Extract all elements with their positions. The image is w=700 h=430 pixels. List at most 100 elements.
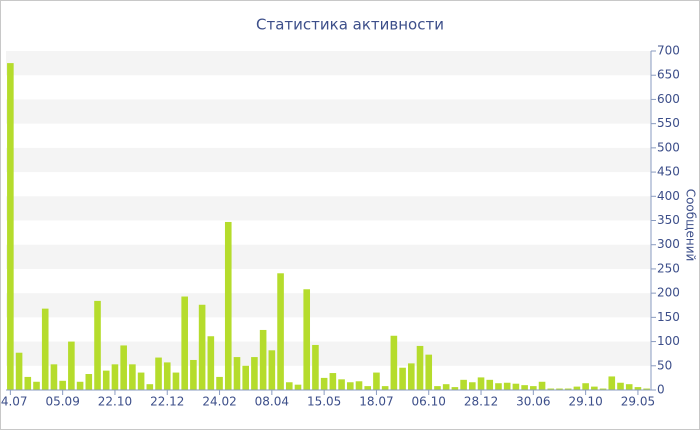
- bar: [608, 376, 616, 390]
- y-tick-label: 650: [657, 68, 680, 82]
- bar: [268, 350, 276, 390]
- bar: [408, 363, 415, 390]
- bar: [285, 382, 293, 390]
- bar: [146, 384, 154, 390]
- bar: [364, 386, 372, 390]
- y-tick-label: 200: [657, 286, 680, 300]
- bar: [224, 221, 232, 390]
- bar: [190, 359, 197, 390]
- bar: [41, 308, 49, 390]
- x-tick-label: 30.06: [516, 395, 550, 409]
- x-tick-label: 22.10: [98, 395, 132, 409]
- bar: [85, 374, 93, 390]
- y-tick-label: 550: [657, 116, 680, 130]
- y-tick-label: 250: [657, 261, 680, 275]
- x-tick-label: 24.02: [202, 395, 236, 409]
- x-tick-label: 08.04: [255, 395, 289, 409]
- bar: [564, 388, 572, 390]
- bar: [181, 296, 188, 390]
- grid-band: [6, 196, 651, 221]
- bar: [50, 364, 58, 390]
- bar: [643, 388, 650, 390]
- bar: [111, 364, 119, 390]
- bar: [425, 354, 433, 390]
- bar: [59, 380, 66, 390]
- y-tick-label: 300: [657, 237, 680, 251]
- x-tick-label: 22.12: [150, 395, 184, 409]
- bar: [346, 382, 354, 390]
- y-tick-label: 350: [657, 213, 680, 227]
- bar: [355, 381, 363, 390]
- bar: [434, 386, 441, 390]
- y-tick-label: 150: [657, 310, 680, 324]
- bar: [338, 379, 345, 390]
- bar: [216, 376, 223, 390]
- bar: [469, 382, 476, 390]
- bar: [477, 377, 485, 390]
- x-tick-label: 06.10: [412, 395, 446, 409]
- bar: [207, 336, 215, 390]
- bar: [294, 384, 302, 390]
- bar: [617, 382, 624, 390]
- y-tick-label: 500: [657, 140, 680, 154]
- y-tick-label: 700: [657, 44, 680, 58]
- bar: [530, 386, 537, 390]
- grid-band: [6, 293, 651, 318]
- y-tick-label: 400: [657, 189, 680, 203]
- bar: [486, 379, 494, 390]
- bar: [102, 370, 110, 390]
- y-tick-label: 50: [657, 358, 672, 372]
- bar: [373, 372, 380, 390]
- bar: [625, 384, 633, 390]
- bar: [233, 357, 241, 390]
- bar: [416, 345, 424, 390]
- x-tick-label: 24.07: [0, 395, 28, 409]
- chart-title: Статистика активности: [256, 16, 444, 34]
- bar: [582, 383, 589, 390]
- bar: [172, 372, 180, 390]
- bar: [451, 387, 459, 390]
- grid-band: [6, 147, 651, 173]
- bar: [329, 373, 337, 390]
- bar: [24, 376, 32, 390]
- x-tick-label: 29.05: [621, 395, 655, 409]
- x-tick-label: 18.07: [359, 395, 393, 409]
- y-tick-label: 100: [657, 334, 680, 348]
- bar: [399, 367, 406, 390]
- bar: [503, 382, 511, 390]
- x-tick-label: 29.10: [568, 395, 602, 409]
- bar: [442, 384, 450, 390]
- bar: [33, 381, 40, 390]
- y-tick-label: 600: [657, 92, 680, 106]
- bar: [512, 383, 520, 390]
- x-tick-label: 15.05: [307, 395, 341, 409]
- grid-band: [6, 99, 651, 124]
- bar: [277, 273, 284, 390]
- bar: [251, 357, 258, 390]
- bar: [137, 372, 145, 390]
- bar: [320, 377, 328, 390]
- bar: [556, 388, 563, 390]
- bar: [521, 385, 528, 390]
- grid-band: [6, 244, 651, 269]
- bar: [495, 383, 502, 390]
- y-tick-label: 0: [657, 383, 665, 397]
- bar: [129, 364, 136, 390]
- bar: [390, 335, 398, 390]
- bar: [259, 329, 267, 390]
- y-axis-title: Сообщений: [684, 189, 698, 262]
- bar: [198, 304, 206, 390]
- grid-band: [6, 51, 651, 76]
- bar: [599, 388, 607, 390]
- bar: [303, 289, 311, 390]
- bar: [15, 352, 23, 390]
- y-tick-label: 450: [657, 165, 680, 179]
- bar: [120, 345, 127, 390]
- bar: [7, 63, 14, 390]
- bar: [538, 381, 546, 390]
- bar: [155, 357, 162, 390]
- bar: [547, 388, 555, 390]
- bar: [76, 381, 84, 390]
- bar: [591, 386, 598, 390]
